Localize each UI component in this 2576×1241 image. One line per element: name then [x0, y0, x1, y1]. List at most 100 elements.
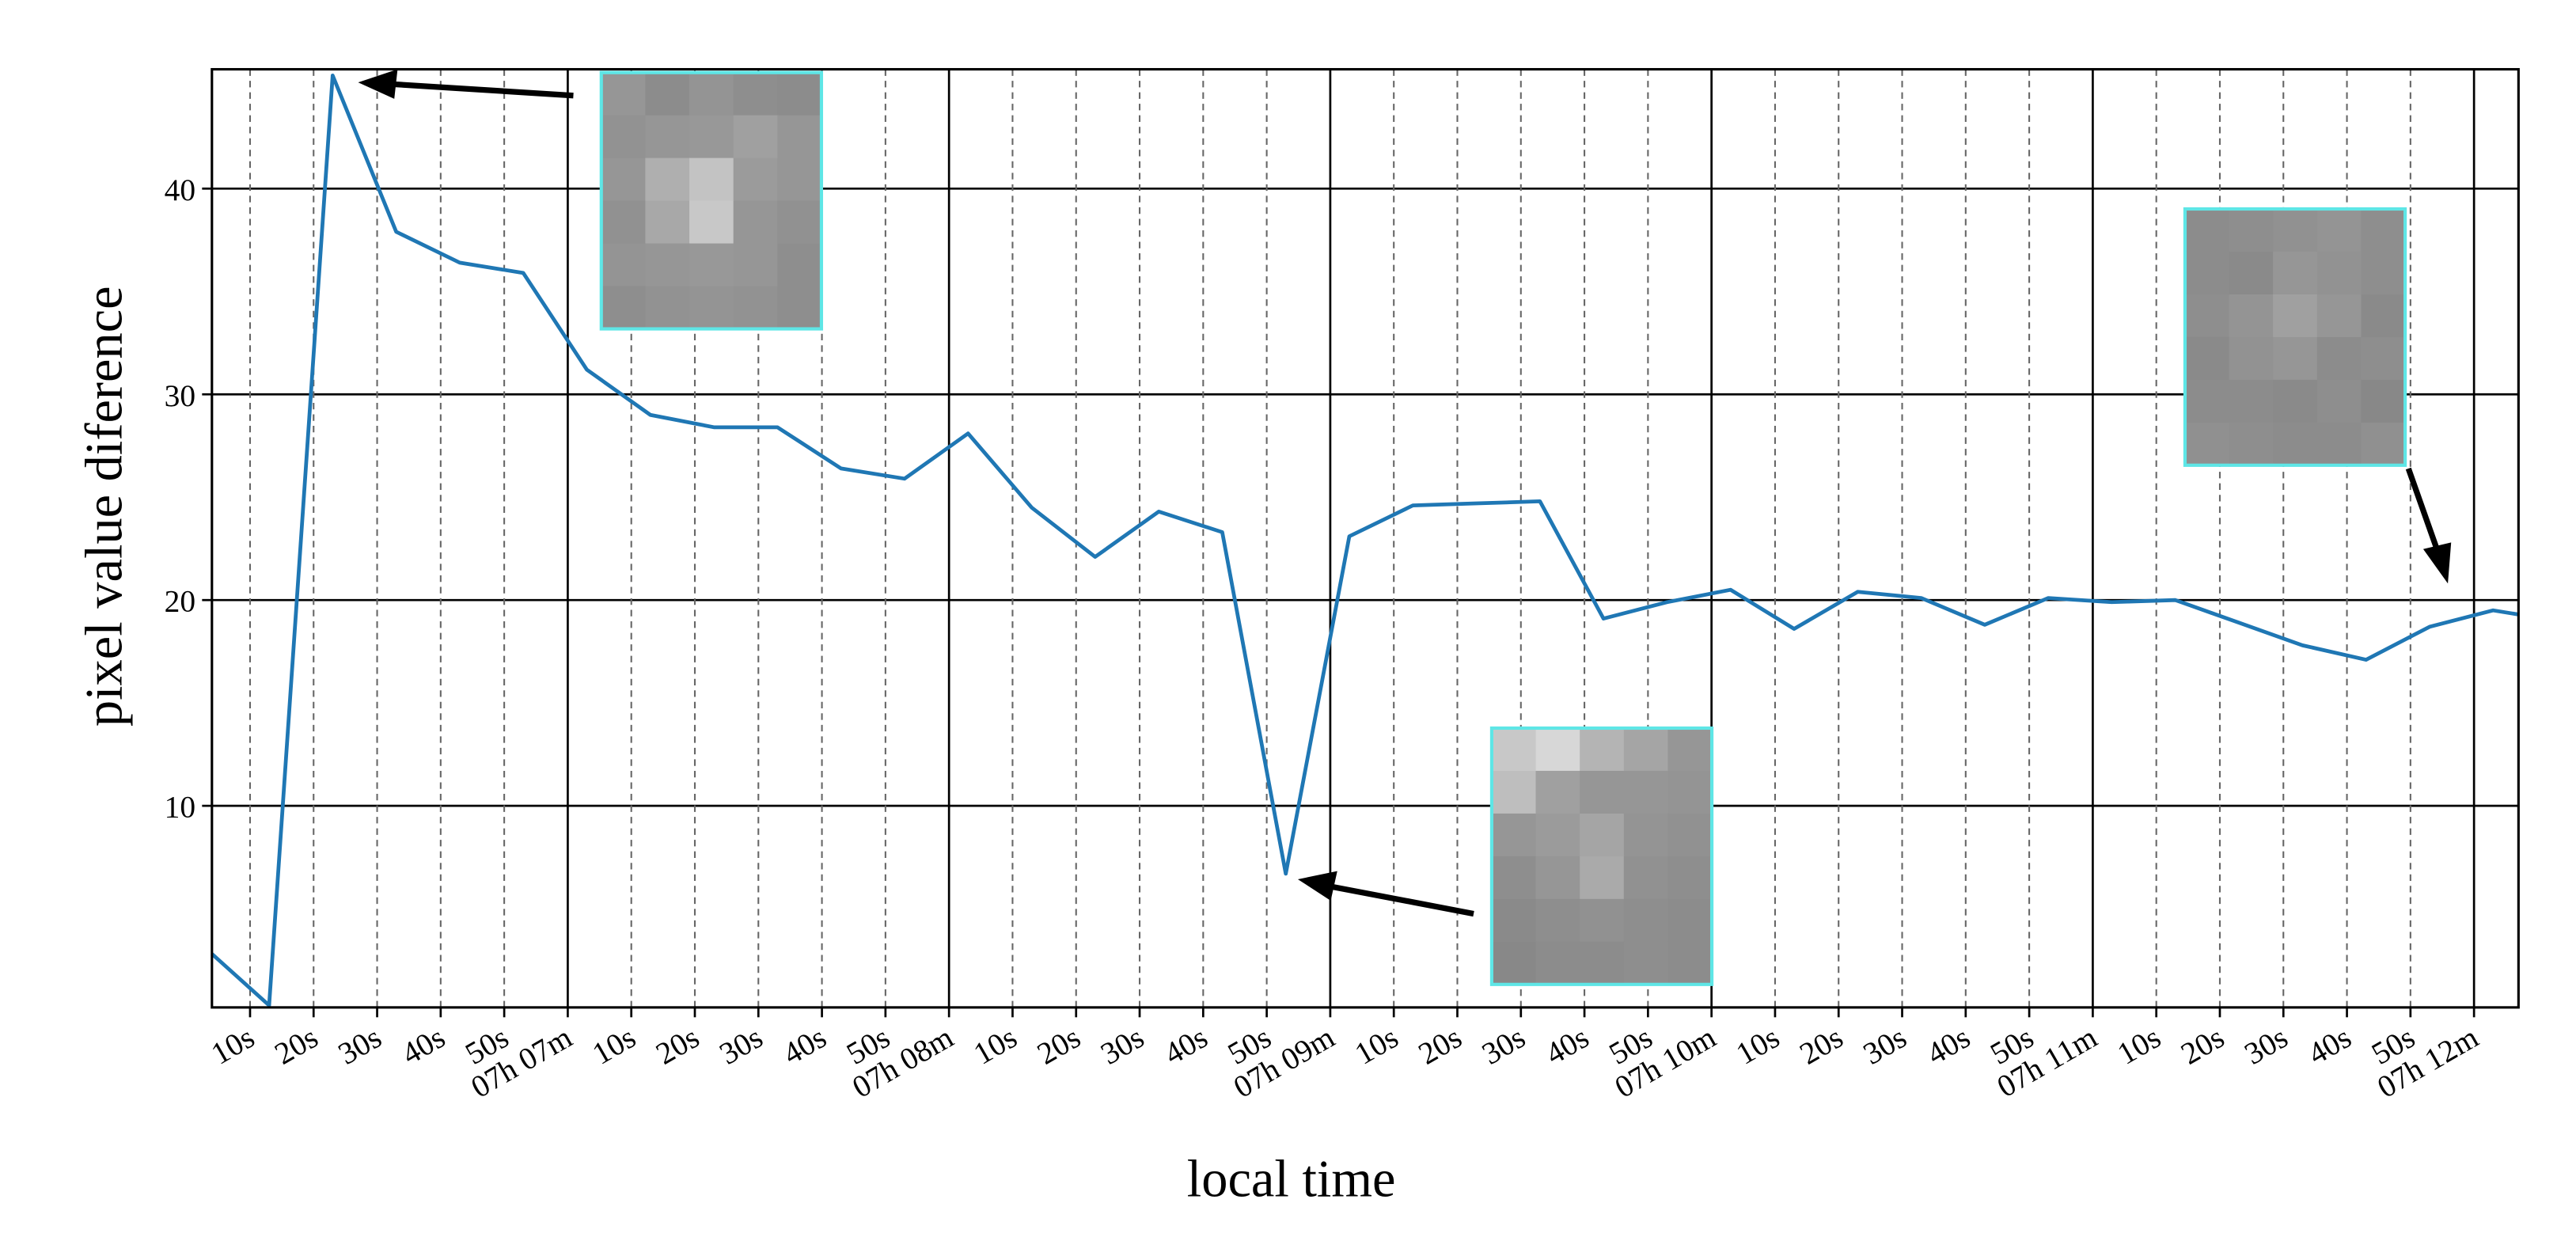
inset-pixel	[1667, 727, 1713, 772]
inset-pixel	[1623, 856, 1669, 900]
y-axis-label: pixel value diference	[76, 286, 134, 727]
inset-pixel	[2229, 336, 2274, 381]
inset-pixel	[2184, 208, 2230, 252]
inset-pixel	[2273, 208, 2318, 252]
inset-pixel	[2316, 422, 2362, 466]
inset-pixel	[601, 243, 647, 287]
inset-pixel	[733, 200, 779, 245]
inset-pixel	[733, 286, 779, 330]
inset-pixel	[733, 72, 779, 116]
inset-pixel	[2273, 379, 2318, 423]
inset-pixel	[777, 243, 822, 287]
inset-pixel	[1623, 941, 1669, 985]
y-tick-label: 20	[165, 584, 195, 619]
inset-pixel	[1580, 898, 1625, 943]
arrow-head	[2422, 542, 2452, 584]
inset-pixel	[645, 72, 691, 116]
inset-pixel	[2361, 379, 2407, 423]
plot-frame	[211, 67, 2520, 1009]
inset-pixel	[2184, 336, 2230, 381]
inset-pixel	[2361, 336, 2407, 381]
inset-pixel	[2229, 422, 2274, 466]
x-axis-label: local time	[1187, 1151, 1396, 1209]
inset-pixel	[1580, 941, 1625, 985]
inset-pixel	[1491, 941, 1537, 985]
inset-pixel	[1535, 813, 1581, 857]
inset-pixel	[689, 115, 734, 159]
inset-pixel	[645, 243, 691, 287]
inset-pixel	[1667, 813, 1713, 857]
inset-pixel	[1535, 898, 1581, 943]
inset-pixel	[1667, 941, 1713, 985]
arrow	[1326, 882, 1474, 917]
inset-pixel	[1491, 727, 1537, 772]
inset-pixel	[777, 286, 822, 330]
arrow	[390, 81, 574, 99]
inset-pixel	[1667, 898, 1713, 943]
inset-frame	[1489, 726, 1714, 986]
inset-pixel	[1535, 727, 1581, 772]
inset-pixel	[689, 72, 734, 116]
inset-pixel	[689, 200, 734, 245]
inset-pixel	[1535, 941, 1581, 985]
inset-pixel	[601, 72, 647, 116]
inset-pixel	[2316, 379, 2362, 423]
inset-pixel	[601, 115, 647, 159]
inset-pixel	[2184, 251, 2230, 295]
inset-pixel	[645, 286, 691, 330]
inset-pixel	[601, 157, 647, 202]
marks	[211, 73, 2519, 1008]
inset-pixel	[2184, 379, 2230, 423]
inset-pixel	[645, 115, 691, 159]
inset-pixel	[777, 115, 822, 159]
inset-pixel	[2361, 208, 2407, 252]
inset-pixel	[645, 200, 691, 245]
inset-pixel	[1623, 770, 1669, 814]
y-tick-label: 10	[165, 790, 195, 825]
inset-pixel	[733, 157, 779, 202]
inset-pixel	[2361, 251, 2407, 295]
inset-pixel	[689, 286, 734, 330]
inset-pixel	[2184, 294, 2230, 338]
inset-frame	[2183, 207, 2407, 467]
inset-pixel	[2273, 251, 2318, 295]
inset-frame	[599, 70, 824, 331]
inset-pixel	[2229, 251, 2274, 295]
inset-pixel	[1491, 856, 1537, 900]
inset-pixel	[1623, 727, 1669, 772]
inset-pixel	[1580, 856, 1625, 900]
inset-pixel	[777, 157, 822, 202]
insets	[599, 70, 2407, 986]
inset-pixel	[2316, 336, 2362, 381]
inset-pixel	[1491, 770, 1537, 814]
inset-pixel	[1667, 856, 1713, 900]
inset-pixel	[2273, 336, 2318, 381]
inset-pixel	[689, 243, 734, 287]
inset-pixel	[1667, 770, 1713, 814]
inset-pixel	[1623, 898, 1669, 943]
inset-pixel	[733, 115, 779, 159]
inset-pixel	[1580, 727, 1625, 772]
line	[211, 73, 2519, 1008]
inset-pixel	[689, 157, 734, 202]
inset-pixel	[733, 243, 779, 287]
inset-pixel	[1535, 856, 1581, 900]
inset-pixel	[777, 72, 822, 116]
inset-pixel	[2361, 422, 2407, 466]
inset-pixel	[2229, 208, 2274, 252]
inset-pixel	[645, 157, 691, 202]
inset-pixel	[1491, 898, 1537, 943]
inset-pixel	[2316, 251, 2362, 295]
inset-pixel	[2229, 379, 2274, 423]
inset-pixel	[601, 286, 647, 330]
y-tick-label: 30	[165, 378, 195, 413]
arrow-head	[1297, 871, 1337, 901]
arrows	[358, 69, 2452, 917]
inset-pixel	[1491, 813, 1537, 857]
inset-pixel	[2316, 294, 2362, 338]
inset-pixel	[1580, 813, 1625, 857]
inset-pixel	[2273, 422, 2318, 466]
inset-pixel	[2184, 422, 2230, 466]
